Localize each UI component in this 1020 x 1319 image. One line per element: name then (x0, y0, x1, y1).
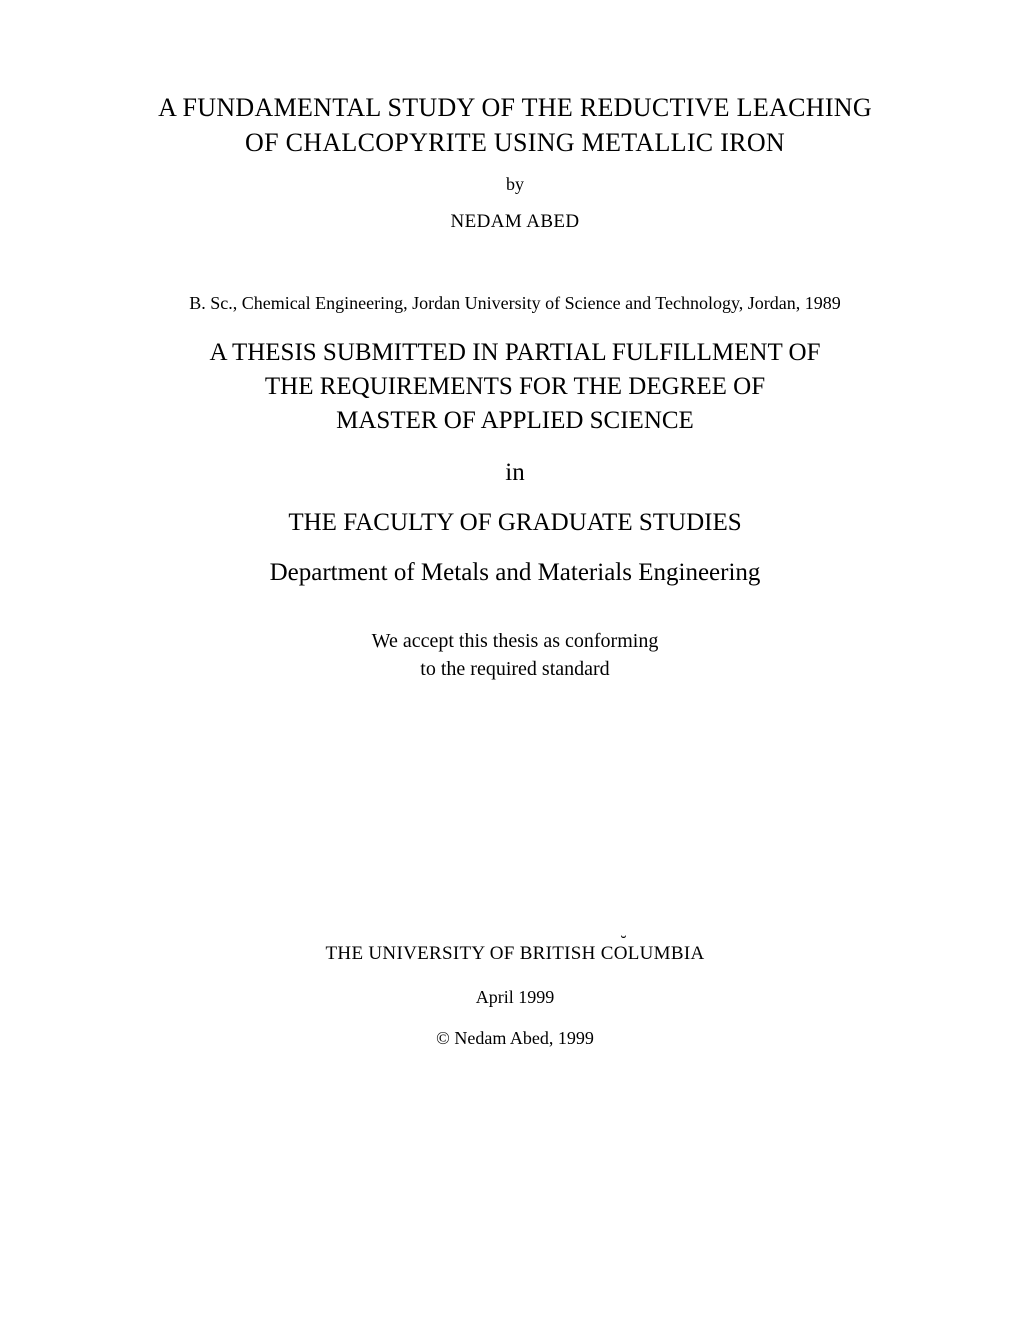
credentials-line: B. Sc., Chemical Engineering, Jordan Uni… (189, 293, 841, 314)
thesis-statement-block: A THESIS SUBMITTED IN PARTIAL FULFILLMEN… (209, 336, 820, 437)
title-block: A FUNDAMENTAL STUDY OF THE REDUCTIVE LEA… (158, 90, 872, 160)
acceptance-line-1: We accept this thesis as conforming (372, 627, 659, 655)
university-wrapper: ˘ THE UNIVERSITY OF BRITISH COLUMBIA (326, 943, 705, 965)
university-name: THE UNIVERSITY OF BRITISH COLUMBIA (326, 943, 705, 965)
author-name: NEDAM ABED (450, 211, 579, 233)
title-line-2: OF CHALCOPYRITE USING METALLIC IRON (158, 125, 872, 160)
title-line-1: A FUNDAMENTAL STUDY OF THE REDUCTIVE LEA… (158, 90, 872, 125)
faculty-name: THE FACULTY OF GRADUATE STUDIES (288, 509, 741, 537)
in-word: in (505, 459, 524, 487)
acceptance-block: We accept this thesis as conforming to t… (372, 627, 659, 683)
breve-mark: ˘ (621, 932, 627, 953)
thesis-line-3: MASTER OF APPLIED SCIENCE (209, 404, 820, 438)
copyright-text: © Nedam Abed, 1999 (436, 1028, 594, 1049)
department-name: Department of Metals and Materials Engin… (270, 559, 761, 587)
date-text: April 1999 (476, 987, 555, 1008)
by-label: by (506, 174, 524, 195)
thesis-line-1: A THESIS SUBMITTED IN PARTIAL FULFILLMEN… (209, 336, 820, 370)
acceptance-line-2: to the required standard (372, 655, 659, 683)
thesis-title-page: A FUNDAMENTAL STUDY OF THE REDUCTIVE LEA… (0, 0, 1020, 1319)
thesis-line-2: THE REQUIREMENTS FOR THE DEGREE OF (209, 370, 820, 404)
